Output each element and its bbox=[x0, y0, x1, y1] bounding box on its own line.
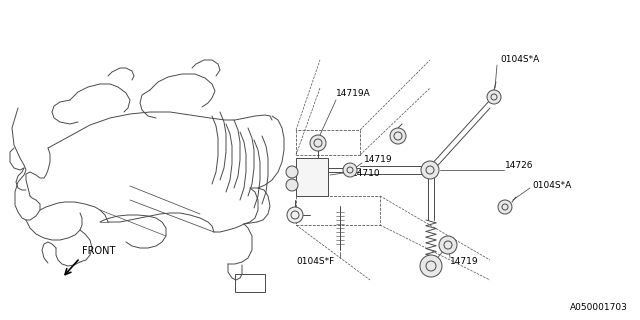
Circle shape bbox=[421, 161, 439, 179]
Bar bbox=[235, 274, 265, 292]
Circle shape bbox=[420, 255, 442, 277]
Text: 14719: 14719 bbox=[450, 258, 479, 267]
Circle shape bbox=[390, 128, 406, 144]
Bar bbox=[296, 158, 328, 196]
Text: 0104S*A: 0104S*A bbox=[500, 55, 540, 65]
Circle shape bbox=[286, 179, 298, 191]
Text: 14726: 14726 bbox=[505, 162, 534, 171]
Text: 14719A: 14719A bbox=[336, 90, 371, 99]
Text: 14710: 14710 bbox=[352, 170, 381, 179]
Circle shape bbox=[498, 200, 512, 214]
Text: FRONT: FRONT bbox=[82, 246, 115, 256]
Text: A050001703: A050001703 bbox=[570, 303, 628, 313]
Circle shape bbox=[286, 166, 298, 178]
Circle shape bbox=[310, 135, 326, 151]
Text: 0104S*A: 0104S*A bbox=[532, 180, 572, 189]
Circle shape bbox=[439, 236, 457, 254]
Circle shape bbox=[287, 207, 303, 223]
Circle shape bbox=[487, 90, 501, 104]
Circle shape bbox=[343, 163, 357, 177]
Text: 0104S*F: 0104S*F bbox=[296, 258, 334, 267]
Text: 14719: 14719 bbox=[364, 156, 392, 164]
